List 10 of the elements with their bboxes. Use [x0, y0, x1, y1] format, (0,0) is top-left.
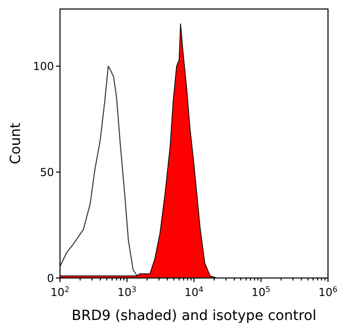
- x-tick-label: 10$^{6}$: [318, 284, 338, 299]
- x-tick-label: 10$^{4}$: [184, 284, 204, 299]
- y-tick-label: 50: [40, 166, 54, 180]
- y-tick-label: 100: [33, 60, 54, 74]
- y-axis-title: Count: [8, 122, 24, 164]
- y-tick-label: 0: [47, 272, 54, 285]
- x-axis-title: BRD9 (shaded) and isotype control: [72, 308, 316, 324]
- x-tick-label: 10$^{5}$: [252, 284, 271, 299]
- x-tick-label: 10$^{2}$: [50, 284, 70, 299]
- x-tick-label: 10$^{3}$: [118, 284, 137, 299]
